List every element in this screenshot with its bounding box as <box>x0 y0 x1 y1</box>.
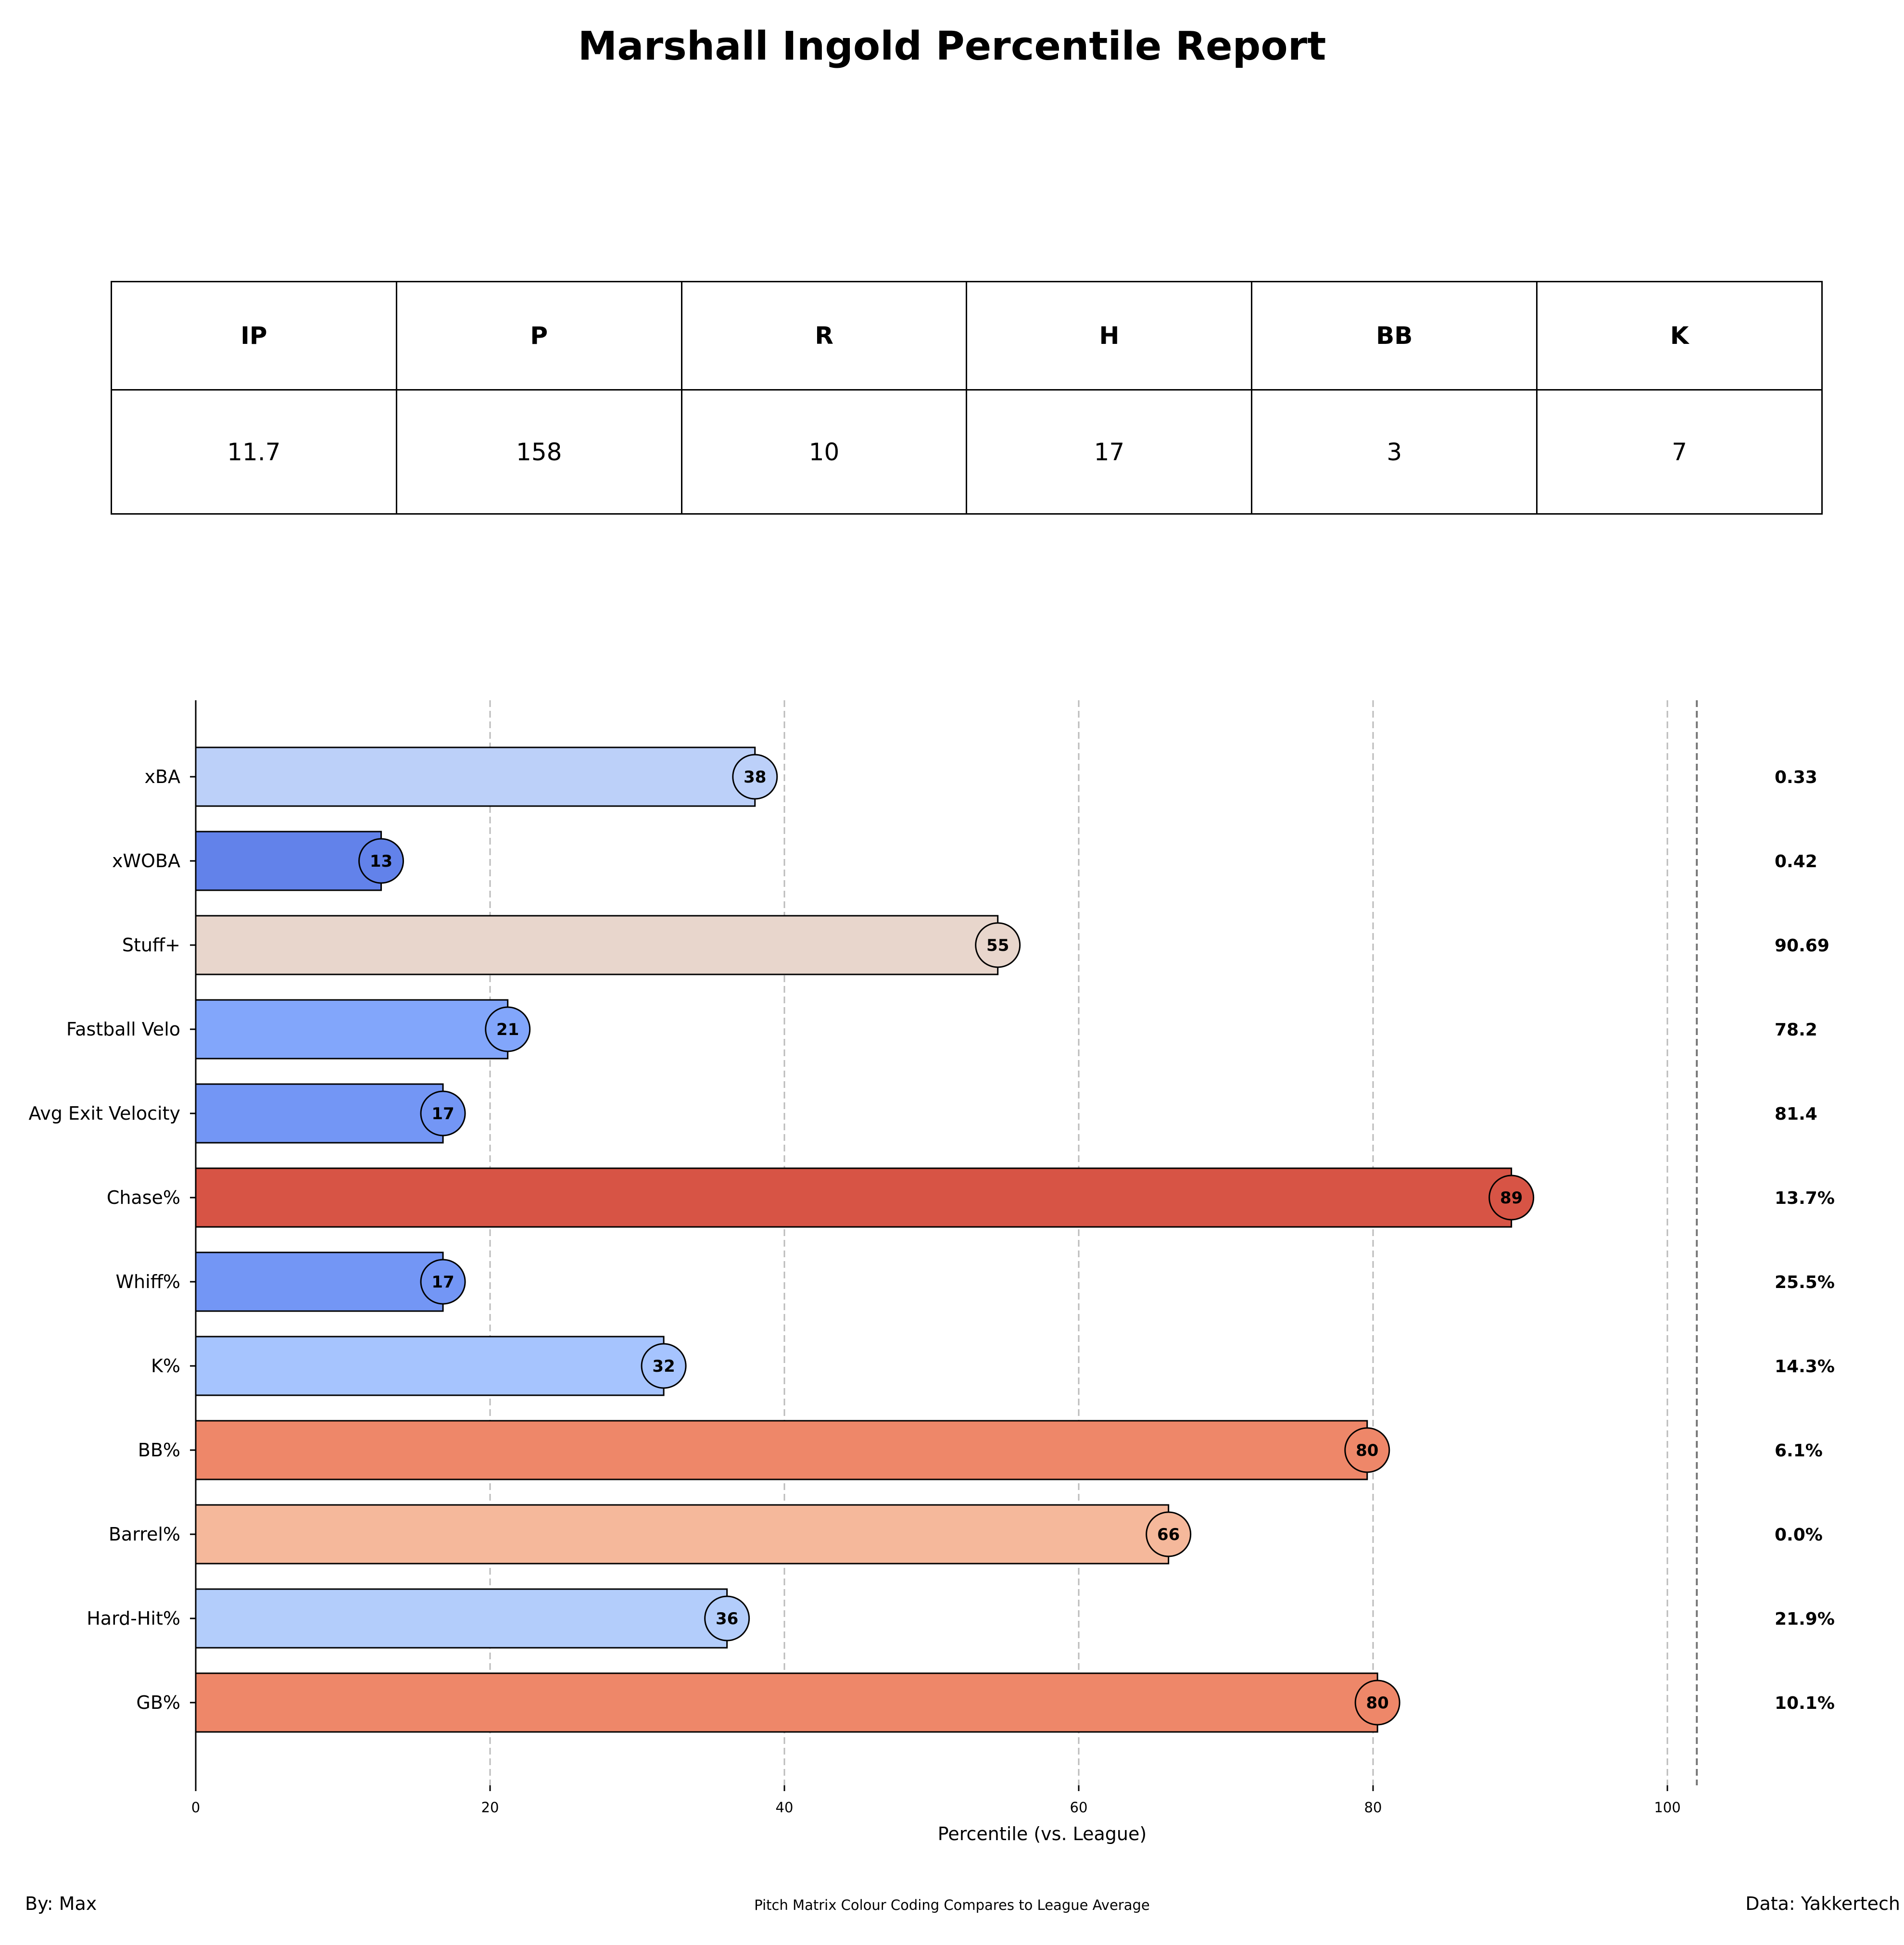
category-label: Chase% <box>107 1187 180 1208</box>
stat-value: 90.69 <box>1775 936 1829 956</box>
category-label: Hard-Hit% <box>87 1608 180 1629</box>
page-title: Marshall Ingold Percentile Report <box>578 24 1326 69</box>
category-label: K% <box>151 1355 180 1377</box>
stat-value: 0.33 <box>1775 768 1817 787</box>
stats-value-cell: 11.7 <box>111 389 397 515</box>
bar <box>195 999 509 1060</box>
value-marker <box>641 1343 687 1389</box>
stat-value: 0.42 <box>1775 852 1817 871</box>
stats-header-cell: K <box>1536 281 1823 391</box>
stats-header-cell: R <box>681 281 968 391</box>
stats-header-cell: IP <box>111 281 397 391</box>
x-tick-label: 100 <box>1654 1799 1680 1816</box>
author-credit: By: Max <box>25 1893 97 1914</box>
value-marker <box>1344 1427 1390 1473</box>
x-tick-label: 80 <box>1364 1799 1382 1816</box>
value-label: 36 <box>716 1609 738 1629</box>
bar <box>195 831 382 891</box>
value-marker <box>1488 1175 1535 1221</box>
stat-value: 6.1% <box>1775 1441 1823 1461</box>
bar <box>195 1672 1378 1733</box>
value-label: 80 <box>1356 1441 1378 1460</box>
stat-value: 78.2 <box>1775 1020 1817 1040</box>
stats-value-cell: 10 <box>681 389 968 515</box>
bar <box>195 1420 1368 1480</box>
bar <box>195 1251 444 1312</box>
stats-value-cell: 7 <box>1536 389 1823 515</box>
x-tick-label: 60 <box>1070 1799 1088 1816</box>
category-label: Avg Exit Velocity <box>28 1103 180 1124</box>
value-label: 17 <box>431 1104 454 1124</box>
value-label: 89 <box>1500 1188 1523 1208</box>
stats-value-cell: 17 <box>966 389 1253 515</box>
stats-header-cell: BB <box>1251 281 1538 391</box>
value-label: 32 <box>652 1357 675 1376</box>
stat-value: 21.9% <box>1775 1609 1835 1629</box>
category-label: xBA <box>144 766 180 787</box>
bar <box>195 1167 1513 1228</box>
stats-value-cell: 3 <box>1251 389 1538 515</box>
value-marker <box>358 838 404 884</box>
stat-value: 25.5% <box>1775 1273 1835 1292</box>
value-label: 21 <box>496 1020 519 1039</box>
data-source: Data: Yakkertech <box>1745 1893 1900 1914</box>
category-label: Barrel% <box>109 1524 180 1545</box>
value-marker <box>1354 1680 1400 1726</box>
bar <box>195 1588 728 1649</box>
stats-table: IP P R H BB K 11.7 158 10 17 3 7 <box>111 281 1823 515</box>
value-label: 38 <box>744 768 766 787</box>
bar <box>195 1336 665 1396</box>
category-label: Fastball Velo <box>66 1019 180 1040</box>
x-tick-label: 40 <box>776 1799 794 1816</box>
value-label: 55 <box>986 936 1009 955</box>
stat-value: 14.3% <box>1775 1357 1835 1377</box>
value-label: 13 <box>370 852 392 871</box>
value-marker <box>485 1006 531 1052</box>
value-label: 80 <box>1366 1693 1389 1713</box>
value-marker <box>975 922 1021 968</box>
category-label: xWOBA <box>112 850 180 871</box>
category-label: Stuff+ <box>122 935 180 956</box>
category-label: GB% <box>136 1692 180 1713</box>
stats-header-row: IP P R H BB K <box>111 281 1823 391</box>
bar <box>195 1083 444 1144</box>
x-tick-label: 20 <box>481 1799 499 1816</box>
stat-value: 81.4 <box>1775 1104 1817 1124</box>
value-marker <box>420 1259 466 1305</box>
category-label: BB% <box>138 1440 180 1461</box>
stats-value-row: 11.7 158 10 17 3 7 <box>111 389 1823 515</box>
value-marker <box>704 1595 750 1642</box>
x-tick-label: 0 <box>191 1799 200 1816</box>
value-marker <box>420 1090 466 1137</box>
stat-value: 10.1% <box>1775 1693 1835 1713</box>
bar <box>195 915 999 975</box>
value-marker <box>1146 1511 1192 1557</box>
category-label: Whiff% <box>115 1271 180 1292</box>
stats-value-cell: 158 <box>395 389 682 515</box>
footer-note: Pitch Matrix Colour Coding Compares to L… <box>754 1897 1150 1913</box>
bar <box>195 1504 1170 1565</box>
bar <box>195 746 756 807</box>
stat-value: 0.0% <box>1775 1525 1823 1545</box>
stat-value: 13.7% <box>1775 1188 1835 1208</box>
value-marker <box>732 754 778 800</box>
value-label: 17 <box>431 1273 454 1292</box>
stats-header-cell: H <box>966 281 1253 391</box>
value-label: 66 <box>1157 1525 1180 1544</box>
x-axis-label: Percentile (vs. League) <box>938 1823 1147 1844</box>
stats-header-cell: P <box>395 281 682 391</box>
